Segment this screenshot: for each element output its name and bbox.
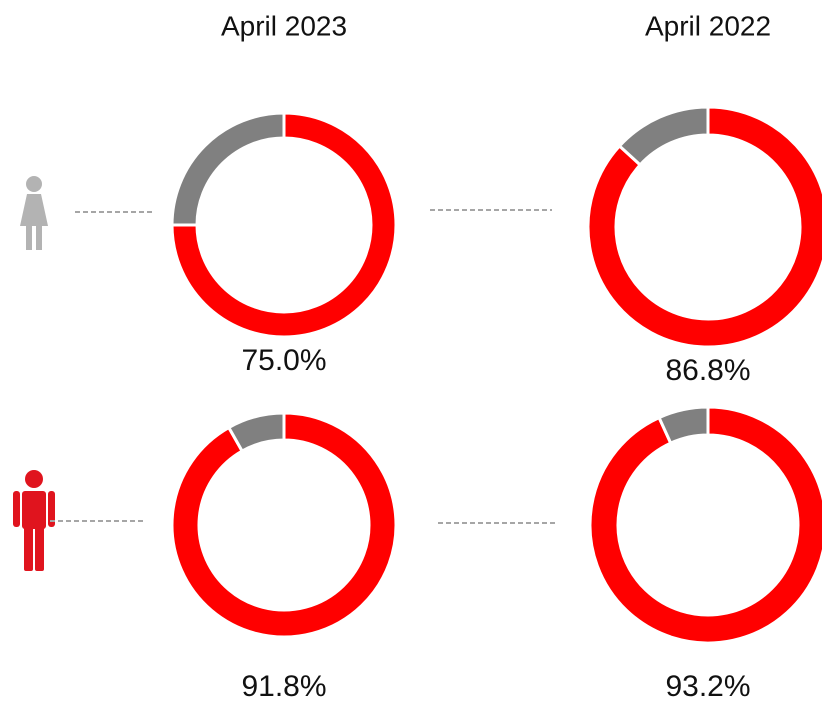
value-label: 93.2% xyxy=(665,670,750,703)
donut-segment xyxy=(170,411,398,639)
value-label: 86.8% xyxy=(665,354,750,387)
donut-segment xyxy=(170,111,398,339)
male-icon xyxy=(13,470,55,571)
donut-segment xyxy=(586,105,822,349)
donut-segment xyxy=(226,411,286,454)
value-label: 75.0% xyxy=(241,344,326,377)
column-title: April 2022 xyxy=(645,10,771,41)
value-label: 91.8% xyxy=(241,670,326,703)
donut-segment xyxy=(657,405,710,446)
donut-segment xyxy=(617,105,710,167)
donut-segment xyxy=(588,405,822,645)
column-title: April 2023 xyxy=(221,10,347,41)
donut-segment xyxy=(170,111,286,227)
female-icon xyxy=(20,176,48,250)
